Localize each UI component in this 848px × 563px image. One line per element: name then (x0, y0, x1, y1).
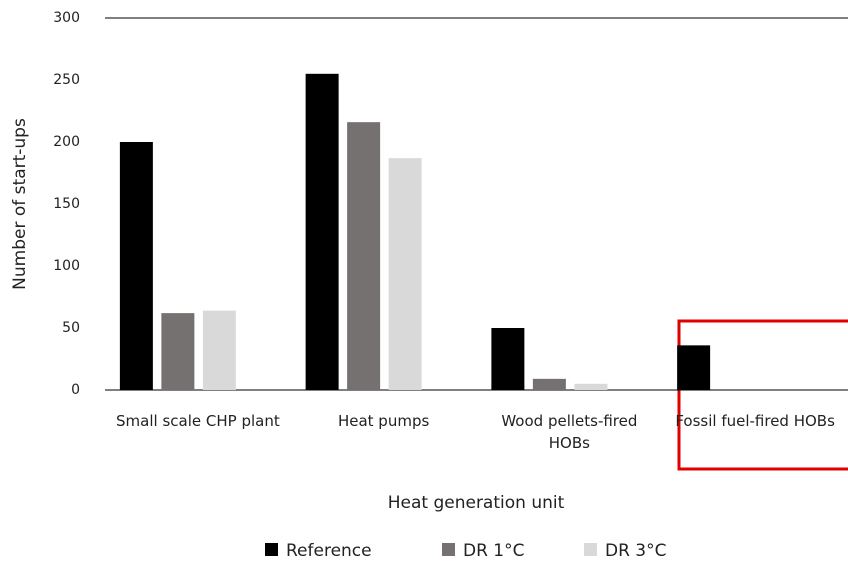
bar (532, 378, 566, 390)
bar (202, 310, 236, 390)
y-tick-label: 250 (53, 72, 80, 88)
y-axis-title: Number of start-ups (10, 118, 30, 290)
y-tick-label: 100 (53, 258, 80, 274)
x-tick-label: Small scale CHP plant (116, 412, 280, 430)
highlight-box (677, 319, 848, 471)
y-tick-label: 150 (53, 196, 80, 212)
legend-label: Reference (286, 541, 372, 561)
y-tick-label: 300 (53, 10, 80, 26)
x-tick-label: Fossil fuel-fired HOBs (675, 412, 835, 430)
y-tick-label: 200 (53, 134, 80, 150)
bar (574, 383, 608, 390)
bar (677, 345, 711, 390)
bar (388, 158, 422, 390)
legend-swatch (584, 543, 597, 556)
legend-swatch (265, 543, 278, 556)
bar (119, 142, 153, 390)
bar (161, 313, 195, 390)
legend-label: DR 3°C (605, 541, 667, 561)
x-axis-title: Heat generation unit (388, 493, 565, 513)
y-tick-label: 50 (62, 320, 80, 336)
bar (347, 122, 381, 390)
bar (491, 328, 525, 390)
legend-swatch (442, 543, 455, 556)
x-tick-label: Wood pellets-fired HOBs (501, 412, 638, 452)
x-tick-label: Heat pumps (337, 412, 430, 430)
legend-label: DR 1°C (463, 541, 525, 561)
bar (305, 73, 339, 391)
y-tick-label: 0 (71, 382, 80, 398)
